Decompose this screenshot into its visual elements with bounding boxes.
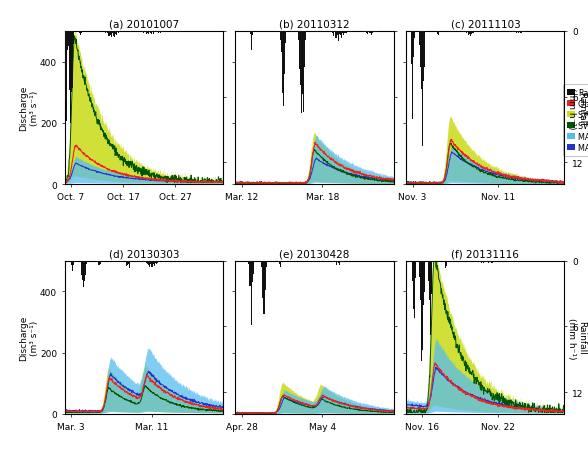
Title: (c) 20111103: (c) 20111103: [450, 20, 520, 30]
Y-axis label: Discharge
(m³ s⁻¹): Discharge (m³ s⁻¹): [19, 86, 39, 131]
Legend: Rainfall, Observed discharge, SWAT 95PPU, SWAT simulated, MARINE 95PPU, MARINE s: Rainfall, Observed discharge, SWAT 95PPU…: [563, 85, 588, 157]
Y-axis label: Rainfall
(mm h⁻¹): Rainfall (mm h⁻¹): [567, 317, 586, 359]
Title: (f) 20131116: (f) 20131116: [452, 249, 519, 259]
Y-axis label: Rainfall
(mm h⁻¹): Rainfall (mm h⁻¹): [567, 87, 586, 129]
Title: (a) 20101007: (a) 20101007: [109, 20, 179, 30]
Title: (e) 20130428: (e) 20130428: [279, 249, 350, 259]
Title: (d) 20130303: (d) 20130303: [109, 249, 179, 259]
Title: (b) 20110312: (b) 20110312: [279, 20, 350, 30]
Y-axis label: Discharge
(m³ s⁻¹): Discharge (m³ s⁻¹): [19, 315, 39, 360]
